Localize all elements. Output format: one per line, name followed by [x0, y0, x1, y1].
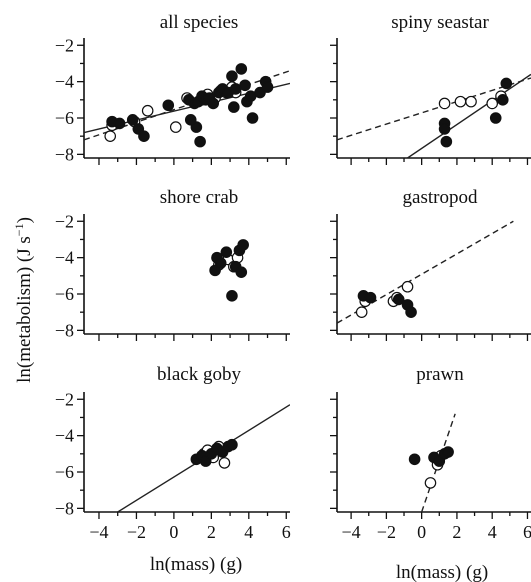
- data-point-filled: [228, 101, 240, 113]
- data-point-filled: [126, 114, 139, 126]
- x-tick-label: 6: [282, 522, 291, 542]
- panel-title-gastropod: gastropod: [403, 187, 478, 208]
- data-point-filled: [364, 291, 377, 304]
- data-point-open: [424, 477, 437, 489]
- data-point-filled: [392, 293, 405, 306]
- scatter-panel: −4 −2 0 2 4 6: [330, 392, 531, 542]
- scatter-panel: −2 −4 −6 −8: [55, 35, 290, 165]
- data-point-filled: [261, 81, 274, 93]
- fit-line-solid: [407, 73, 531, 158]
- data-point-filled: [194, 135, 206, 148]
- x-tick-label: 4: [488, 522, 497, 542]
- x-tick-label: 6: [523, 522, 531, 542]
- data-point-filled: [113, 117, 126, 130]
- panel-title-shore-crab: shore crab: [160, 187, 239, 208]
- y-tick-label: −6: [55, 108, 74, 128]
- x-tick-label: −4: [342, 522, 361, 542]
- data-point-open: [141, 104, 154, 117]
- data-point-filled: [226, 438, 238, 451]
- data-point-filled: [226, 290, 238, 302]
- data-point-open: [486, 97, 498, 110]
- y-axis-label: ln(metabolism) (J s−1): [12, 217, 35, 383]
- panel-title-all-species: all species: [160, 12, 239, 33]
- data-point-filled: [442, 446, 454, 458]
- panel-title-prawn: prawn: [416, 364, 464, 385]
- x-axis-label-right: ln(mass) (g): [396, 562, 488, 582]
- data-point-filled: [408, 453, 421, 466]
- y-tick-label: −6: [55, 462, 74, 482]
- data-point-filled: [440, 135, 453, 148]
- data-point-filled: [226, 70, 238, 82]
- y-tick-label: −4: [55, 72, 74, 92]
- data-point-open: [218, 457, 231, 469]
- y-tick-label: −8: [55, 144, 74, 164]
- x-tick-label: −2: [377, 522, 396, 542]
- y-tick-label: −2: [55, 389, 74, 409]
- data-point-filled: [214, 257, 227, 269]
- y-tick-label: −8: [55, 320, 74, 340]
- fit-line-dashed: [84, 70, 290, 141]
- y-tick-label: −2: [55, 35, 74, 55]
- y-tick-label: −8: [55, 498, 74, 518]
- data-point-filled: [220, 246, 233, 258]
- panel-title-spiny-seastar: spiny seastar: [391, 12, 489, 33]
- data-point-filled: [438, 123, 451, 135]
- scatter-panel: [330, 214, 531, 341]
- data-point-open: [401, 280, 414, 293]
- data-point-filled: [239, 79, 251, 92]
- data-point-filled: [207, 97, 220, 110]
- fit-line-dashed: [337, 77, 531, 141]
- y-tick-label: −2: [55, 211, 74, 231]
- y-tick-label: −6: [55, 284, 74, 304]
- scatter-panel: −2 −4 −6 −8 −4 −2 0 2 4 6: [55, 389, 291, 542]
- x-tick-label: 2: [452, 522, 461, 542]
- data-point-open: [454, 95, 467, 108]
- x-tick-label: −2: [127, 522, 146, 542]
- data-point-open: [465, 95, 477, 108]
- scatter-panel: −2 −4 −6 −8: [55, 211, 290, 341]
- data-point-filled: [237, 239, 249, 251]
- data-point-open: [355, 306, 368, 318]
- data-point-filled: [184, 114, 197, 126]
- panel-title-black-goby: black goby: [157, 364, 241, 385]
- data-point-open: [438, 97, 451, 110]
- x-tick-label: −4: [89, 522, 108, 542]
- data-point-filled: [138, 130, 150, 142]
- x-tick-label: 2: [207, 522, 216, 542]
- data-point-filled: [500, 77, 513, 90]
- x-tick-label: 4: [244, 522, 253, 542]
- y-tick-label: −4: [55, 426, 74, 446]
- data-point-filled: [162, 99, 175, 112]
- x-axis-label-left: ln(mass) (g): [150, 554, 242, 575]
- data-point-filled: [235, 63, 248, 75]
- data-point-filled: [235, 266, 248, 278]
- x-tick-label: 0: [417, 522, 426, 542]
- x-tick-label: 0: [169, 522, 178, 542]
- y-tick-label: −4: [55, 248, 74, 268]
- data-point-open: [104, 130, 117, 142]
- data-point-filled: [246, 112, 259, 124]
- data-point-open: [169, 121, 182, 133]
- data-point-filled: [489, 112, 502, 124]
- data-point-filled: [405, 306, 417, 318]
- scatter-panel: [330, 38, 531, 165]
- data-point-filled: [496, 94, 509, 106]
